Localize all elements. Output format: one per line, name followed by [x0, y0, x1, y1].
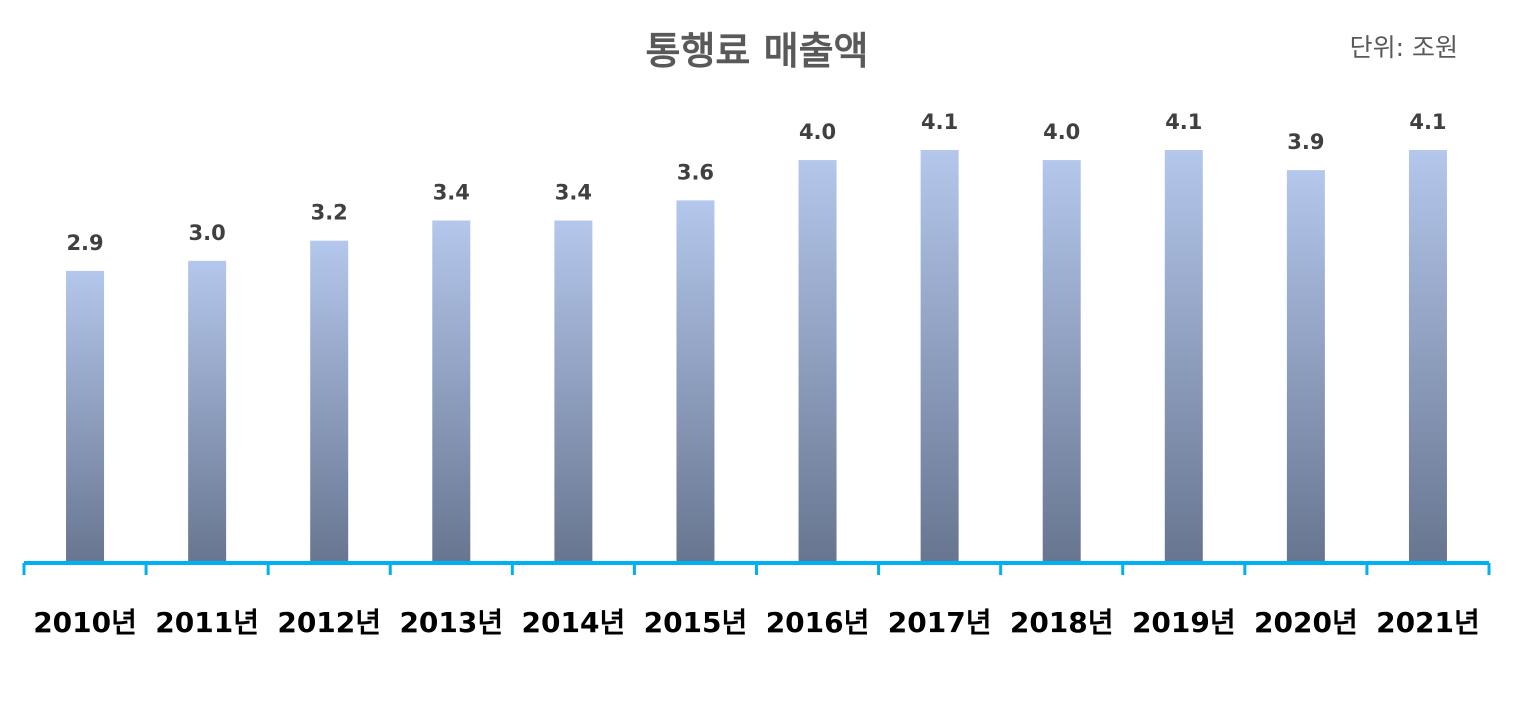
bar-2014년	[554, 220, 593, 563]
x-tick-labels-group: 2010년 2011년 2012년 2013년 2014년 2015년 2016년 2017년…	[33, 606, 1480, 639]
data-label-2021년: 4.1	[1409, 110, 1446, 134]
x-tick-label-2021년: 2021년	[1376, 606, 1480, 639]
bar-2015년	[676, 200, 715, 563]
bar-2013년	[432, 220, 471, 563]
bar-2010년	[66, 270, 105, 563]
bar-2011년	[188, 260, 227, 563]
bar-2019년	[1164, 150, 1203, 563]
x-tick-label-2019년: 2019년	[1132, 606, 1236, 639]
x-tick-label-2016년: 2016년	[766, 606, 870, 639]
x-tick-label-2012년: 2012년	[277, 606, 381, 639]
data-label-2019년: 4.1	[1165, 110, 1202, 134]
data-label-2020년: 3.9	[1287, 130, 1324, 154]
data-label-2016년: 4.0	[799, 120, 836, 144]
bar-2017년	[920, 150, 959, 563]
x-tick-label-2014년: 2014년	[522, 606, 626, 639]
bar-2020년	[1286, 170, 1325, 563]
x-axis	[22, 561, 1491, 575]
x-tick-label-2013년: 2013년	[399, 606, 503, 639]
bar-2021년	[1408, 150, 1447, 563]
bar-2012년	[310, 240, 349, 563]
bars-group	[66, 150, 1447, 563]
bar-2018년	[1042, 160, 1081, 563]
data-label-2018년: 4.0	[1043, 120, 1080, 144]
data-label-2014년: 3.4	[555, 181, 592, 205]
data-label-2017년: 4.1	[921, 110, 958, 134]
data-label-2012년: 3.2	[311, 201, 348, 225]
x-tick-label-2011년: 2011년	[155, 606, 259, 639]
x-tick-label-2018년: 2018년	[1010, 606, 1114, 639]
x-tick-label-2010년: 2010년	[33, 606, 137, 639]
x-tick-label-2017년: 2017년	[888, 606, 992, 639]
unit-label: 단위: 조원	[1350, 33, 1458, 62]
x-tick-label-2015년: 2015년	[644, 606, 748, 639]
chart-title: 통행료 매출액	[646, 29, 869, 73]
data-labels-group: 2.9 3.0 3.2 3.4 3.4 3.6 4.0 4.1 4.0 4.1 3.9 4.1	[66, 110, 1446, 255]
data-label-2010년: 2.9	[66, 231, 103, 255]
data-label-2011년: 3.0	[189, 221, 226, 245]
x-tick-label-2020년: 2020년	[1254, 606, 1358, 639]
data-label-2015년: 3.6	[677, 160, 714, 184]
data-label-2013년: 3.4	[433, 181, 470, 205]
bar-2016년	[798, 160, 837, 563]
